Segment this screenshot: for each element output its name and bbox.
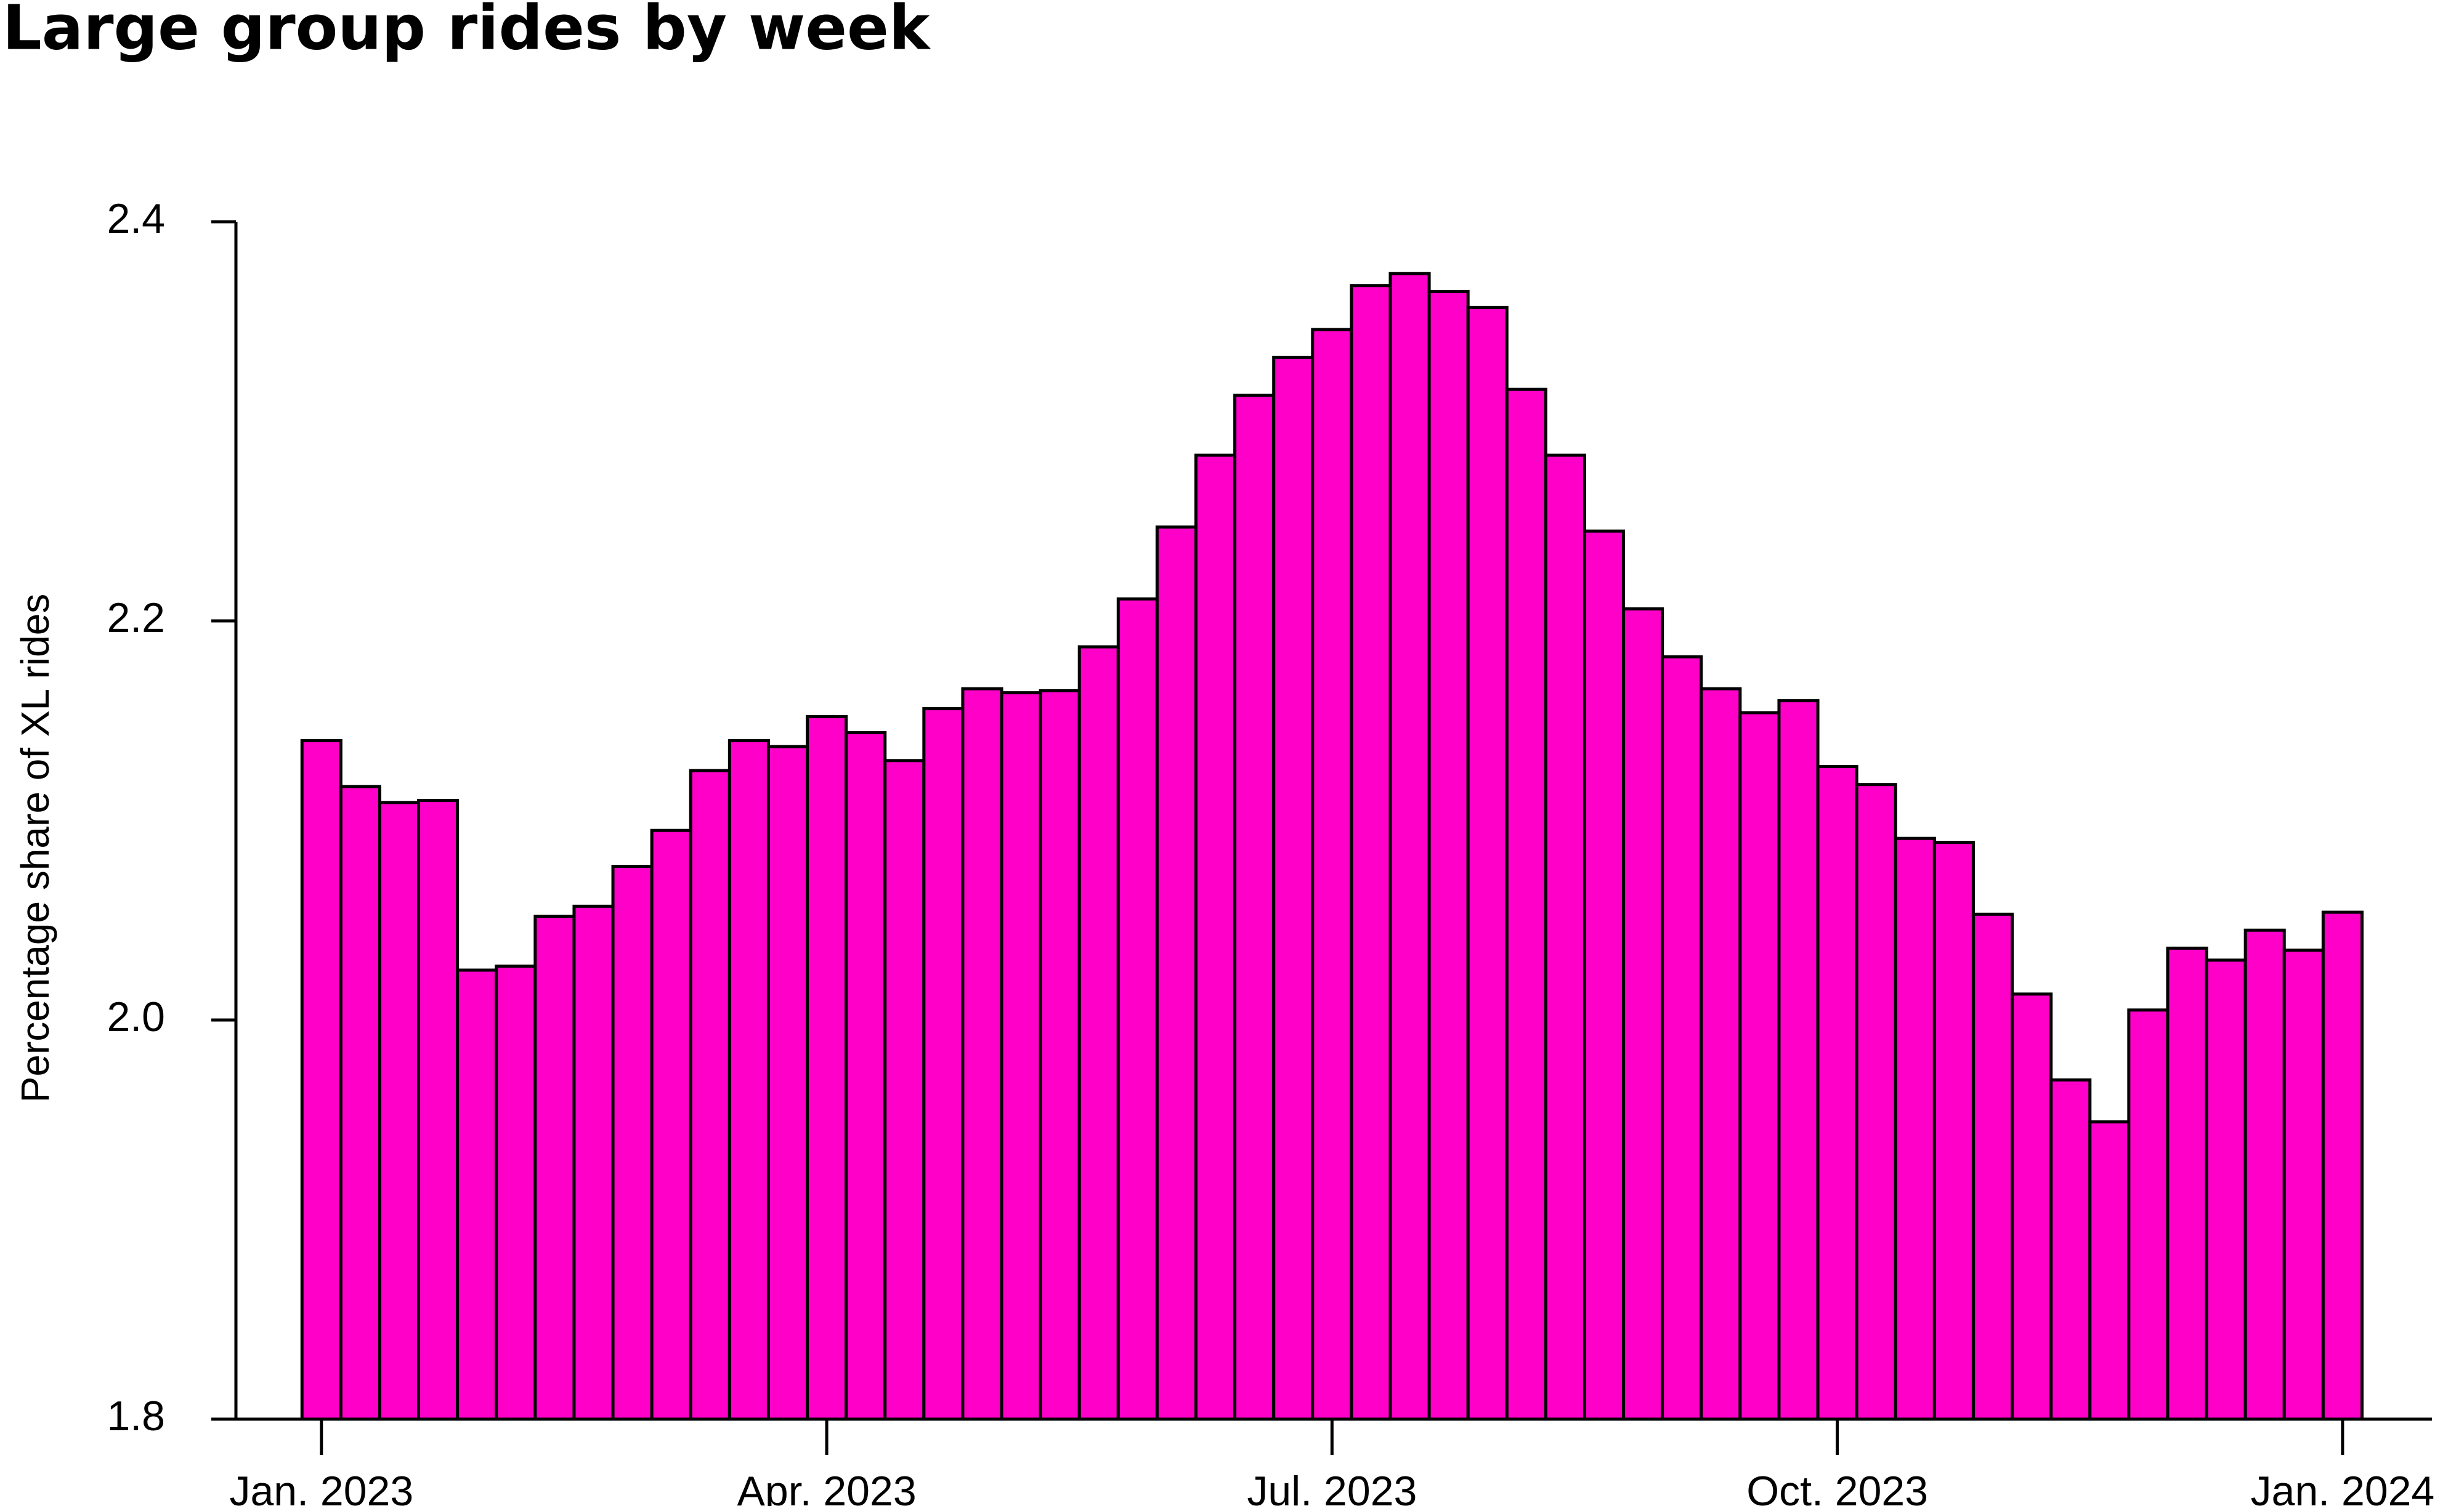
bar bbox=[1000, 691, 1042, 1421]
bar bbox=[2243, 928, 2286, 1421]
bar bbox=[572, 904, 615, 1421]
bar bbox=[611, 865, 654, 1421]
bar bbox=[1661, 655, 1703, 1421]
bar bbox=[2282, 949, 2325, 1421]
bar bbox=[1855, 783, 1897, 1421]
bar bbox=[1622, 607, 1664, 1421]
x-tick-label: Jan. 2024 bbox=[2251, 1468, 2435, 1506]
bar bbox=[2321, 910, 2364, 1421]
bar bbox=[1505, 387, 1547, 1421]
bar bbox=[1971, 912, 2014, 1421]
bar bbox=[1583, 529, 1626, 1421]
chart-title: Large group rides by week bbox=[2, 0, 931, 63]
x-tick-label: Apr. 2023 bbox=[737, 1468, 917, 1506]
bar bbox=[727, 739, 770, 1421]
bar bbox=[2205, 958, 2247, 1421]
x-tick-label: Jan. 2023 bbox=[229, 1468, 413, 1506]
bar bbox=[650, 828, 692, 1421]
bar bbox=[1233, 394, 1276, 1421]
bar bbox=[766, 745, 809, 1421]
bar bbox=[300, 739, 342, 1421]
bar bbox=[1388, 272, 1431, 1421]
bar bbox=[1350, 284, 1392, 1421]
bar bbox=[922, 707, 965, 1421]
bar bbox=[1039, 689, 1081, 1421]
bar bbox=[1194, 453, 1237, 1421]
bar bbox=[1427, 289, 1470, 1421]
bar bbox=[533, 915, 576, 1421]
bar bbox=[378, 801, 421, 1421]
y-tick-label: 2.2 bbox=[107, 594, 165, 641]
bar bbox=[806, 715, 848, 1421]
y-tick-label: 1.8 bbox=[107, 1393, 165, 1439]
bar bbox=[1272, 355, 1315, 1421]
y-axis-label: Percentage share of XL rides bbox=[13, 594, 57, 1103]
bar bbox=[339, 785, 381, 1421]
bar bbox=[1894, 836, 1936, 1421]
bar bbox=[1155, 525, 1198, 1421]
bar bbox=[1544, 453, 1586, 1421]
bar bbox=[1816, 765, 1858, 1421]
bar bbox=[2166, 946, 2208, 1421]
bar bbox=[1777, 699, 1820, 1421]
bar bbox=[1466, 306, 1509, 1421]
y-tick-label: 2.4 bbox=[107, 195, 165, 242]
bar bbox=[2088, 1120, 2131, 1421]
y-tick-label: 2.0 bbox=[107, 994, 165, 1040]
bar bbox=[1077, 645, 1120, 1421]
bar bbox=[1311, 328, 1353, 1421]
bar bbox=[1738, 711, 1781, 1421]
bar bbox=[456, 968, 498, 1421]
bar bbox=[417, 799, 460, 1421]
bar bbox=[1932, 841, 1975, 1421]
bar bbox=[2127, 1008, 2170, 1421]
bar bbox=[2049, 1078, 2092, 1421]
x-tick-label: Oct. 2023 bbox=[1746, 1468, 1928, 1506]
bar bbox=[845, 731, 887, 1421]
x-tick-label: Jul. 2023 bbox=[1247, 1468, 1417, 1506]
bar bbox=[883, 759, 926, 1421]
bar bbox=[1700, 687, 1742, 1421]
bar bbox=[495, 965, 537, 1421]
bar bbox=[689, 769, 731, 1421]
bar bbox=[961, 687, 1003, 1421]
bar bbox=[2011, 992, 2053, 1421]
bar bbox=[1116, 597, 1159, 1421]
